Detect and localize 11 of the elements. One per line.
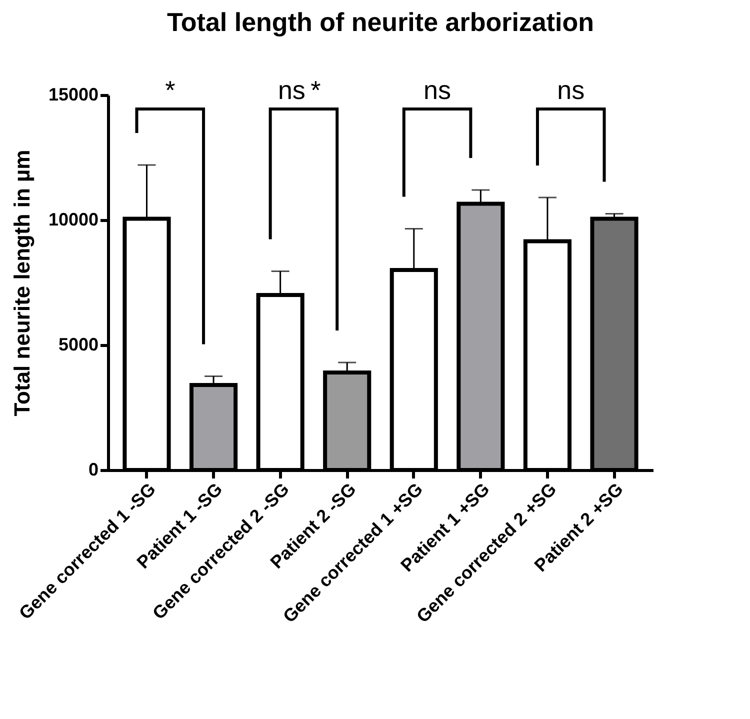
y-tick-label: 15000 [48,84,98,104]
y-tick-label: 0 [88,460,98,480]
y-tick-label: 10000 [48,210,98,230]
y-axis-title: Total neurite length in µm [9,150,34,416]
annotation: * [165,75,176,105]
y-tick-label: 5000 [58,334,98,354]
chart-title: Total length of neurite arborization [166,7,594,37]
annotation: * [310,75,321,105]
annotation: ns [278,75,306,105]
annotation: ns [424,75,452,105]
annotation: ns [557,75,585,105]
